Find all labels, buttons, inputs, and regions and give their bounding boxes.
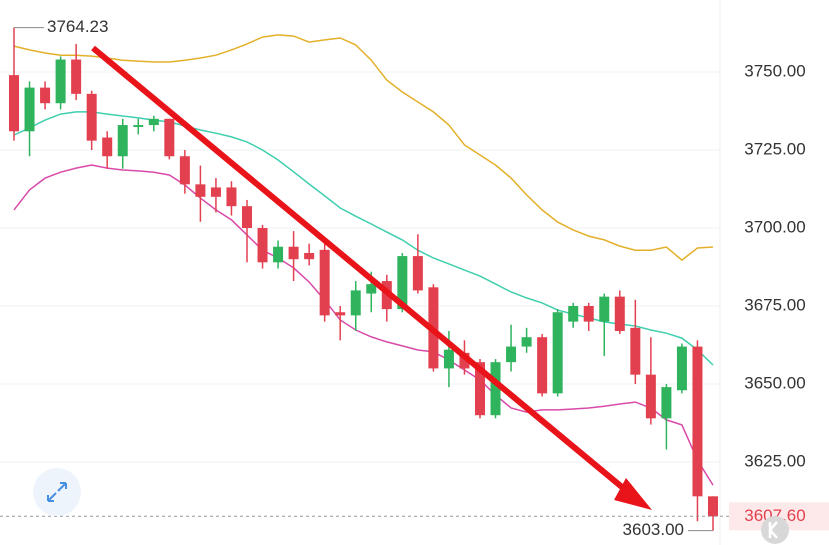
candle-body <box>521 337 532 347</box>
candle-body <box>459 352 470 369</box>
low-label: 3603.00 <box>623 520 684 539</box>
candle-body <box>102 137 113 157</box>
y-tick-label: 3725.00 <box>744 139 805 158</box>
y-tick-label: 3650.00 <box>744 373 805 392</box>
plot <box>9 27 718 531</box>
trend-arrow <box>91 45 642 505</box>
candle-body <box>692 346 703 497</box>
candle-body <box>599 296 610 322</box>
candle-body <box>24 87 35 132</box>
candle-body <box>210 187 221 197</box>
band-line <box>13 111 714 366</box>
candle-body <box>350 290 361 316</box>
candle-body <box>490 362 501 416</box>
candle-body <box>335 312 346 316</box>
high-label: 3764.23 <box>47 17 108 36</box>
candle-body <box>179 156 190 185</box>
watermark <box>761 516 789 544</box>
candle-body <box>71 59 82 94</box>
candle-body <box>133 125 144 127</box>
candle-body <box>614 296 625 331</box>
candle-body <box>195 184 206 197</box>
candle-body <box>55 59 66 104</box>
candle-body <box>708 496 718 517</box>
candle-body <box>242 206 252 229</box>
candle-body <box>645 374 656 419</box>
candle-body <box>148 118 159 126</box>
candle-body <box>226 187 237 207</box>
candle-body <box>273 246 284 263</box>
candle-body <box>661 387 672 419</box>
candle-body <box>257 228 268 263</box>
candle-body <box>506 346 517 363</box>
candle-body <box>630 327 641 375</box>
expand-icon <box>47 482 67 502</box>
y-tick-label: 3675.00 <box>744 295 805 314</box>
candle-body <box>397 256 408 310</box>
candle-body <box>583 306 594 322</box>
candle-body <box>552 312 563 394</box>
candle-body <box>304 252 315 260</box>
band-line <box>13 34 714 262</box>
grid: 3750.00 3725.00 3700.00 3675.00 3650.00 3625.… <box>0 61 806 470</box>
candle-body <box>475 362 485 416</box>
candle-body <box>676 346 687 391</box>
y-tick-label: 3700.00 <box>744 217 805 236</box>
watermark-k <box>768 521 778 539</box>
candle-body <box>86 93 97 141</box>
candle-body <box>537 337 548 394</box>
candle-body <box>443 349 454 369</box>
band-line <box>13 164 714 486</box>
candle-body <box>412 256 423 291</box>
candle-body <box>9 75 19 132</box>
y-tick-label: 3750.00 <box>744 61 805 80</box>
candle-body <box>568 306 579 322</box>
candle-body <box>117 125 128 157</box>
candle-body <box>40 87 51 104</box>
last-price-label: 3607.60 <box>744 506 805 525</box>
y-tick-label: 3625.00 <box>744 451 805 470</box>
arrow-head <box>614 478 652 510</box>
annotations: 3764.23 3603.00 3607.60 <box>0 17 829 539</box>
candle-body <box>288 246 299 260</box>
candle-body <box>366 284 377 294</box>
candle-body <box>319 249 330 316</box>
candle-body <box>164 118 175 157</box>
expand-button[interactable] <box>33 468 81 516</box>
